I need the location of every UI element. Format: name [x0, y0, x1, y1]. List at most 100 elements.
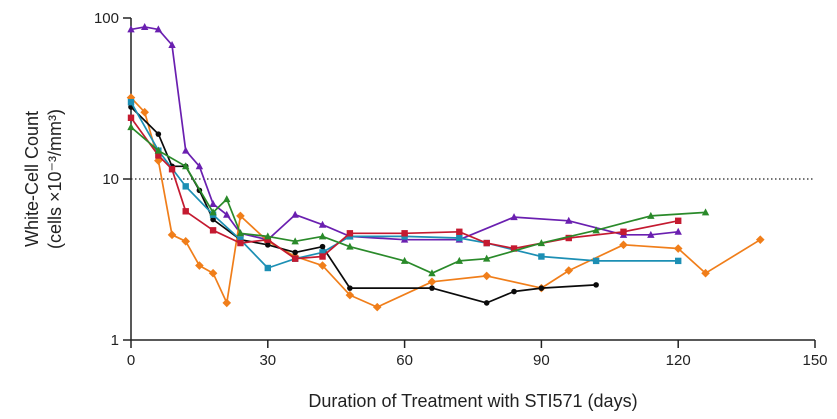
data-point	[675, 257, 682, 265]
data-point	[264, 264, 271, 272]
y-axis-unit: (cells ×10⁻³/mm³)	[45, 109, 65, 249]
data-point	[755, 235, 765, 244]
data-point	[264, 236, 271, 243]
data-point	[483, 300, 490, 306]
data-point	[318, 261, 327, 270]
series-line	[130, 26, 679, 241]
data-point	[319, 243, 326, 250]
data-point	[319, 253, 326, 260]
data-point	[456, 234, 463, 242]
data-point	[345, 290, 355, 300]
data-point	[264, 232, 272, 240]
data-point	[195, 162, 204, 170]
y-tick-label: 100	[94, 10, 119, 27]
data-point	[291, 210, 299, 218]
data-point	[154, 146, 163, 154]
data-point	[592, 257, 600, 265]
data-point	[319, 249, 326, 256]
data-point	[292, 249, 298, 256]
data-point	[564, 266, 574, 275]
data-point	[346, 230, 354, 237]
data-point	[265, 242, 271, 248]
data-point	[428, 269, 436, 277]
data-point	[592, 226, 600, 234]
series-line	[130, 106, 597, 304]
data-point	[673, 244, 683, 253]
data-point	[236, 229, 245, 237]
data-point	[140, 22, 149, 30]
y-tick-label: 10	[102, 171, 119, 188]
data-point	[401, 230, 408, 237]
data-point	[619, 240, 628, 250]
data-point	[701, 268, 710, 278]
data-point	[511, 288, 517, 295]
data-point	[372, 302, 382, 312]
data-point	[291, 237, 299, 245]
data-point	[182, 146, 190, 154]
data-point	[154, 25, 163, 33]
data-point	[538, 253, 545, 260]
data-point	[223, 195, 231, 203]
data-point	[593, 282, 599, 288]
series-lines	[126, 22, 765, 312]
data-point	[195, 261, 204, 270]
data-point	[209, 208, 217, 216]
x-tick-label: 150	[802, 352, 827, 369]
data-point	[456, 228, 463, 235]
series-6	[127, 123, 710, 277]
data-point	[209, 199, 217, 207]
series-4	[127, 98, 682, 272]
data-point	[537, 239, 546, 247]
data-point	[127, 98, 135, 106]
data-point	[127, 25, 135, 33]
data-point	[565, 216, 573, 224]
data-point	[675, 217, 682, 225]
data-point	[155, 131, 162, 137]
data-point	[347, 285, 353, 291]
data-point	[127, 123, 135, 131]
data-point	[674, 227, 682, 235]
data-point	[182, 183, 189, 190]
data-point	[510, 245, 518, 252]
data-point	[565, 234, 572, 242]
series-line	[130, 126, 706, 275]
data-point	[318, 232, 327, 240]
x-tick-label: 30	[259, 352, 276, 369]
data-point	[182, 162, 190, 170]
data-point	[168, 166, 176, 173]
data-point	[701, 208, 710, 216]
data-point	[237, 239, 244, 247]
series-line	[130, 97, 761, 308]
x-tick-label: 0	[127, 352, 135, 369]
data-point	[318, 220, 327, 228]
data-point	[223, 210, 231, 218]
data-point	[208, 268, 218, 278]
data-point	[620, 228, 627, 235]
data-point	[127, 114, 135, 121]
data-point	[346, 242, 354, 250]
data-point	[483, 239, 490, 247]
data-point	[291, 255, 299, 262]
data-point	[482, 254, 491, 262]
data-point	[429, 285, 435, 291]
series-line	[130, 101, 679, 269]
data-point	[455, 256, 464, 264]
data-point	[181, 237, 191, 246]
data-point	[510, 213, 518, 221]
x-axis-title: Duration of Treatment with STI571 (days)	[308, 391, 637, 411]
series-1	[127, 22, 682, 243]
y-tick-label: 1	[111, 332, 119, 349]
axes	[130, 18, 815, 341]
data-point	[182, 208, 189, 215]
data-point	[538, 285, 545, 291]
data-point	[647, 211, 655, 219]
series-3	[128, 104, 599, 306]
data-point	[168, 40, 176, 48]
data-point	[237, 236, 244, 243]
data-point	[155, 152, 162, 159]
data-point	[482, 271, 491, 281]
data-point	[140, 107, 149, 117]
x-tick-label: 90	[533, 352, 550, 369]
data-point	[222, 298, 232, 308]
